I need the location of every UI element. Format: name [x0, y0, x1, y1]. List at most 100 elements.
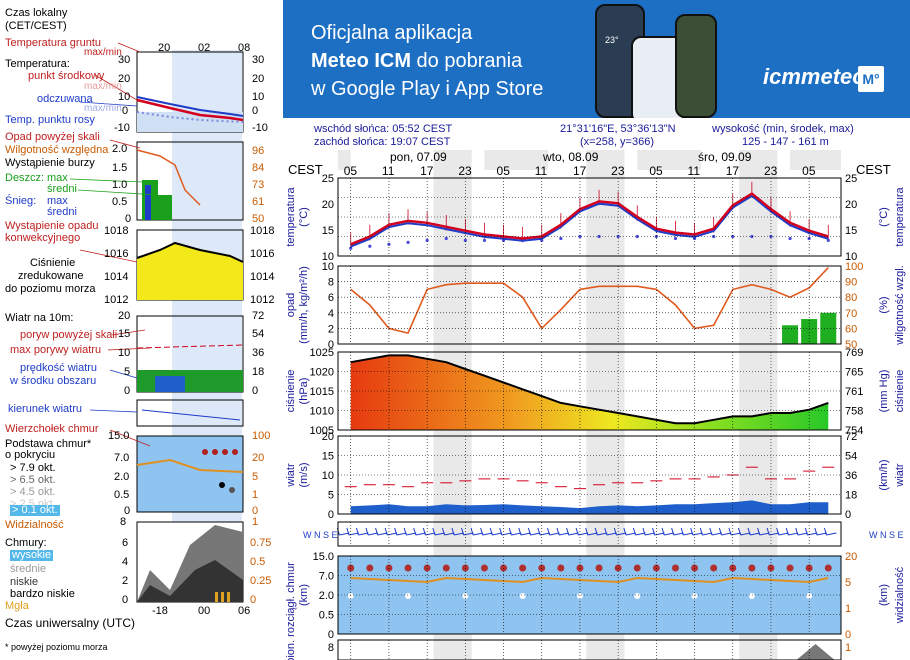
wind-arrow: [816, 532, 827, 536]
visibility-line: [350, 576, 829, 584]
tick-label: 0: [845, 629, 851, 641]
wind-barb: [518, 527, 522, 536]
cloud-top-label: Wierzchołek chmur: [5, 423, 99, 435]
tick-label: 20: [118, 310, 131, 322]
cloud-base-dot: [634, 593, 641, 599]
wind-barb: [461, 527, 465, 536]
tick-label: 0: [124, 385, 131, 397]
tick-label: 0.5: [112, 196, 128, 208]
tick-label: 25: [845, 173, 857, 185]
cloud-base-dot: [519, 593, 526, 599]
wind-arrow: [511, 532, 522, 536]
pressure-label-1: Ciśnienie: [30, 257, 76, 269]
tick-label: 20: [322, 431, 334, 443]
tick-label: 15: [118, 328, 131, 340]
local-time-subtitle: (CET/CEST): [5, 20, 67, 32]
tick-label: 1015: [310, 386, 334, 398]
dew-point-label: Temp. punktu rosy: [5, 114, 95, 126]
hour-tick-label: 11: [687, 164, 701, 178]
wind-arrow: [692, 532, 703, 536]
tick-label: 36: [252, 347, 265, 359]
hour-tick-label: 05: [802, 164, 816, 178]
pressure-area: [350, 355, 829, 430]
temperature-line: [350, 192, 829, 246]
tick-label: 1: [252, 489, 259, 501]
tick-label: 0.5: [114, 489, 130, 501]
tick-label: 2: [328, 323, 334, 335]
day-label: pon, 07.09: [390, 150, 447, 164]
wind-arrow: [749, 532, 761, 536]
wind-barb: [642, 527, 646, 536]
wind-barb: [566, 527, 570, 536]
legend-temp-chart: [136, 51, 244, 133]
rain-mid: średni: [47, 183, 77, 195]
cloud-top-dot: [633, 564, 641, 572]
cloud-top-dot: [366, 564, 374, 572]
tick-label: 2.0: [112, 143, 128, 155]
tick-label: 7.0: [114, 452, 130, 464]
cloud-bg: [338, 556, 841, 634]
tick-label: 1: [845, 603, 851, 615]
app-banner[interactable]: Oficjalna aplikacja Meteo ICM do pobrani…: [283, 0, 910, 118]
tick-label: 6: [122, 537, 129, 549]
humidity-line: [350, 267, 829, 335]
wind-arrow: [644, 532, 656, 536]
utc-label: Czas uniwersalny (UTC): [5, 616, 136, 630]
coordinates-text: 21°31'16"E, 53°36'13"N: [560, 123, 676, 135]
wind-barb: [632, 527, 636, 536]
tick-label: 4: [328, 308, 334, 320]
cloud-top-dot: [710, 564, 718, 572]
tick-label: -10: [252, 122, 268, 134]
tick-label: 15: [845, 225, 857, 237]
tick-label: 73: [252, 179, 265, 191]
convective-label-2: konwekcyjnego: [5, 232, 81, 244]
tick-label: 5: [252, 471, 259, 483]
temp-axis-label-r: temperatura: [894, 186, 906, 246]
wind-barb: [403, 527, 407, 536]
tick-label: 6: [328, 292, 334, 304]
hour-tick-label: 11: [381, 164, 395, 178]
rain-bar: [782, 325, 799, 344]
tick-label: 100: [845, 261, 863, 273]
wind-arrow: [377, 532, 388, 536]
utc-tick: 00: [198, 605, 211, 617]
wind-barb: [776, 527, 780, 536]
precip-above-label: Opad powyżej skali: [5, 131, 100, 143]
rain-label: Deszcz:: [5, 172, 45, 184]
logo-badge: M°: [858, 66, 884, 92]
wind-barb: [384, 527, 388, 536]
tick-label: 0.75: [250, 537, 272, 549]
visibility-axis-label: widzialność: [894, 566, 906, 624]
tick-label: 15: [322, 451, 334, 463]
dew-point-dot: [788, 236, 792, 241]
wind-barb: [594, 527, 598, 536]
okta-2-5: > 2.5 okt.: [10, 498, 56, 510]
wind-arrow: [348, 532, 360, 536]
hour-tick-label: 05: [343, 164, 358, 178]
compass-label: W N S E: [869, 530, 904, 540]
tick-label: 0.5: [250, 556, 266, 568]
dew-point-dot: [635, 234, 639, 239]
wind-barb: [623, 527, 627, 536]
tick-label: 61: [252, 196, 265, 208]
wind-barb: [394, 527, 398, 536]
dew-point-dot: [826, 238, 830, 242]
wind-arrow: [807, 532, 818, 536]
pressure-label-2: zredukowane: [18, 270, 84, 282]
wind-arrow: [797, 532, 808, 536]
tick-label: 60: [845, 323, 857, 335]
mid-clouds-label: średnie: [10, 563, 47, 575]
dew-point-dot: [750, 234, 754, 239]
snow-max: max: [47, 195, 68, 207]
tick-label: 761: [845, 386, 863, 398]
tick-label: 50: [252, 213, 265, 225]
tick-label: 1020: [310, 367, 334, 379]
dew-point-dot: [406, 240, 410, 244]
wind-barb: [680, 527, 684, 536]
tick-label: 0: [250, 594, 257, 606]
tick-label: 20: [845, 199, 857, 211]
tick-label: 90: [845, 277, 857, 289]
tick-label: 1: [845, 642, 851, 654]
phone-image-3: [675, 14, 717, 118]
cloud-top-dot: [557, 564, 565, 572]
